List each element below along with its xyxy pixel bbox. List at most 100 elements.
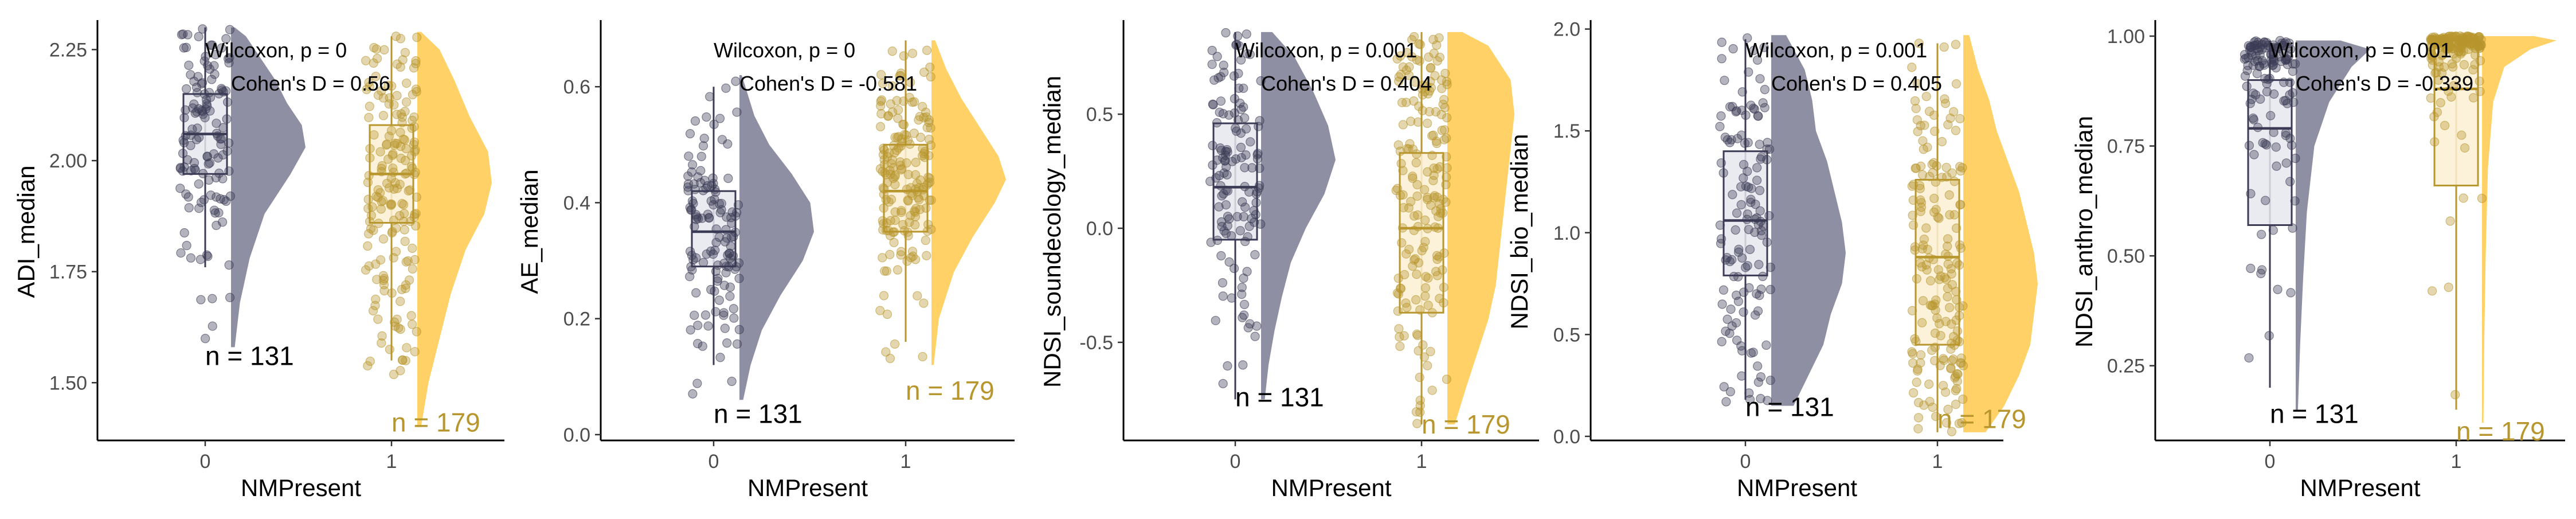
data-point <box>905 92 914 103</box>
data-point <box>410 147 420 157</box>
data-point <box>1911 163 1921 173</box>
x-tick-label: 0 <box>1740 451 1751 473</box>
data-point <box>1218 378 1228 389</box>
data-point <box>365 356 375 366</box>
data-point <box>373 185 383 195</box>
data-point <box>1397 238 1407 248</box>
data-point <box>1731 225 1740 235</box>
data-point <box>1242 267 1252 276</box>
data-point <box>1242 29 1251 39</box>
data-point <box>1938 381 1948 391</box>
data-point <box>1725 138 1735 147</box>
data-point <box>692 378 702 388</box>
data-point <box>2244 353 2254 363</box>
data-point <box>732 107 742 117</box>
data-point <box>2269 89 2279 99</box>
data-point <box>181 131 190 141</box>
data-point <box>1753 377 1763 387</box>
data-point <box>383 80 393 91</box>
data-point <box>1423 118 1432 128</box>
density-cloud <box>1771 35 1846 406</box>
data-point <box>409 212 419 222</box>
data-point <box>2427 286 2437 296</box>
data-point <box>1739 173 1748 183</box>
chart-panel-5: 0.25 0.50 0.75 1.00 0 1 NMPresent NDSI_anthro_m… <box>2070 20 2565 501</box>
data-point <box>190 108 200 118</box>
data-points <box>2425 31 2487 400</box>
density-cloud <box>231 27 306 348</box>
data-point <box>222 114 232 124</box>
data-point <box>1955 200 1965 210</box>
data-point <box>2242 65 2252 75</box>
data-point <box>1957 418 1967 428</box>
data-point <box>2272 161 2281 171</box>
data-point <box>1943 234 1953 244</box>
data-point <box>734 325 744 334</box>
data-point <box>1212 52 1222 61</box>
data-point <box>1417 245 1427 256</box>
data-point <box>222 97 233 107</box>
data-point <box>1224 257 1234 267</box>
data-point <box>410 255 420 264</box>
data-point <box>696 151 706 161</box>
data-point <box>1395 283 1406 293</box>
data-point <box>216 194 225 204</box>
data-point <box>1407 52 1417 62</box>
data-point <box>1931 305 1940 315</box>
data-point <box>722 338 732 348</box>
data-point <box>2291 154 2300 163</box>
data-point <box>1952 295 1962 305</box>
data-point <box>404 275 414 285</box>
data-point <box>1918 136 1928 146</box>
data-point <box>1440 68 1450 79</box>
data-point <box>1420 237 1430 247</box>
data-point <box>1719 382 1729 392</box>
data-point <box>378 196 388 205</box>
data-point <box>725 291 735 301</box>
data-point <box>1398 166 1408 175</box>
data-point <box>1395 341 1405 352</box>
data-point <box>2278 41 2288 50</box>
data-point <box>201 334 210 344</box>
data-point <box>914 194 924 205</box>
data-point <box>2475 76 2484 86</box>
data-point <box>1413 210 1423 220</box>
data-point <box>1431 267 1441 276</box>
x-axis-title: NMPresent <box>241 474 361 501</box>
data-point <box>1215 171 1224 181</box>
data-point <box>2268 225 2278 235</box>
data-point <box>203 159 213 169</box>
data-point <box>1715 122 1725 131</box>
data-point <box>879 184 889 194</box>
data-point <box>1423 301 1433 310</box>
data-point <box>1912 115 1922 125</box>
data-point <box>176 248 186 258</box>
data-point <box>1947 427 1957 436</box>
data-point <box>2245 45 2255 55</box>
x-tick-label: 1 <box>901 451 911 473</box>
data-point <box>723 139 733 149</box>
data-point <box>2458 46 2468 56</box>
data-point <box>926 141 936 150</box>
n-count-label: n = 131 <box>1235 382 1324 412</box>
data-point <box>1431 107 1441 117</box>
data-point <box>1441 179 1451 190</box>
data-point <box>386 126 397 135</box>
data-point <box>175 163 185 173</box>
data-point <box>1916 120 1925 131</box>
data-point <box>212 118 221 128</box>
data-point <box>719 308 729 318</box>
data-point <box>723 173 733 184</box>
data-point <box>715 353 725 362</box>
data-point <box>703 321 713 331</box>
data-point <box>183 192 193 202</box>
data-point <box>1943 404 1953 414</box>
data-point <box>2284 38 2294 48</box>
data-point <box>1748 348 1758 357</box>
data-point <box>361 56 371 65</box>
data-point <box>715 114 725 123</box>
data-point <box>876 101 886 111</box>
data-point <box>1944 303 1955 313</box>
data-point <box>919 191 929 201</box>
